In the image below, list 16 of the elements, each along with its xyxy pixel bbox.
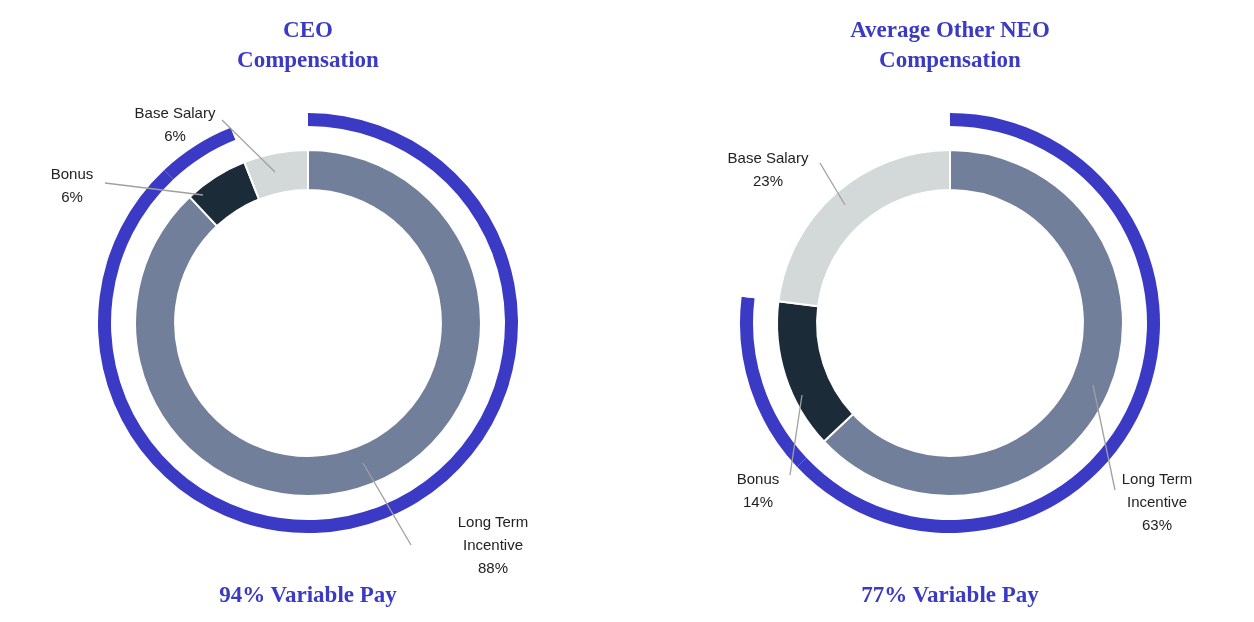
data-label: 63% [1141, 516, 1173, 534]
text: 94% Variable Pay [218, 582, 398, 608]
slice-label: Base Salary [134, 103, 216, 121]
text: 77% Variable Pay [860, 582, 1040, 608]
chart-title: CEO Compensation [236, 16, 380, 74]
slice-label: Base Salary [727, 148, 809, 166]
slice-label: Bonus [736, 469, 780, 487]
data-label: 14% [742, 492, 774, 510]
slice-label: Long Term Incentive [457, 513, 529, 554]
slice-label: Bonus [50, 164, 94, 182]
chart-title: Average Other NEO Compensation [849, 16, 1051, 74]
data-label: 88% [477, 559, 509, 577]
data-label: 6% [61, 187, 83, 205]
slice-label: Long Term Incentive [1121, 470, 1193, 511]
data-label: 23% [752, 171, 784, 189]
data-label: 6% [164, 126, 186, 144]
